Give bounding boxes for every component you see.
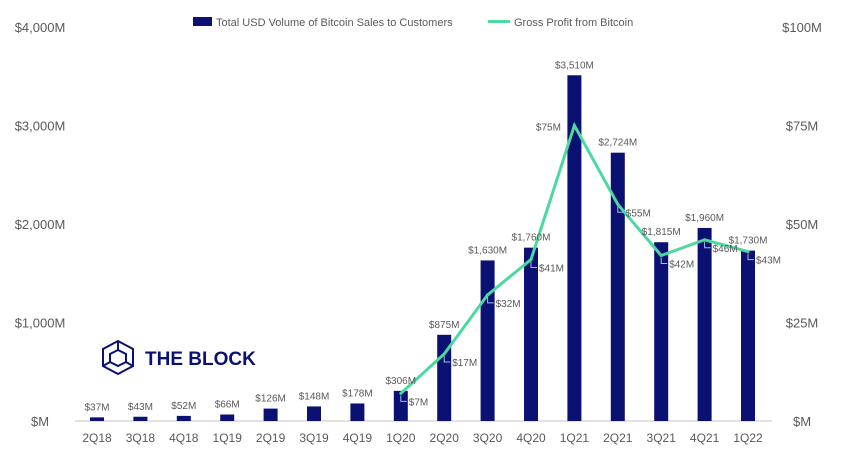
line-data-label: $41M xyxy=(539,263,564,274)
bar-data-label: $1,815M xyxy=(642,227,681,238)
bar xyxy=(176,415,191,421)
bar-data-label: $1,630M xyxy=(468,245,507,256)
x-axis-tick-label: 4Q18 xyxy=(169,431,199,445)
x-axis-tick-label: 2Q21 xyxy=(603,431,633,445)
line-data-label: $55M xyxy=(626,208,651,219)
legend-label: Gross Profit from Bitcoin xyxy=(514,17,633,29)
bar-data-label: $2,724M xyxy=(598,138,637,149)
bar-data-label: $875M xyxy=(429,320,460,331)
line-point xyxy=(486,293,490,297)
bar xyxy=(654,242,669,421)
bar-data-label: $66M xyxy=(215,399,240,410)
line-point xyxy=(659,254,663,258)
right-axis-tick-label: $M xyxy=(793,414,811,429)
legend: Total USD Volume of Bitcoin Sales to Cus… xyxy=(193,17,633,29)
bar xyxy=(697,227,712,421)
line-point xyxy=(529,257,533,261)
axes: $M $1,000M $2,000M $3,000M $4,000M $M $25M $50M… xyxy=(15,20,822,445)
x-axis-tick-label: 2Q18 xyxy=(82,431,112,445)
line-point xyxy=(616,202,620,206)
bar-data-label: $1,960M xyxy=(685,213,724,224)
leader-line xyxy=(704,241,711,249)
bar xyxy=(220,414,235,421)
x-axis-tick-label: 3Q18 xyxy=(126,431,156,445)
bar xyxy=(307,406,321,421)
data-labels: $37M $43M $52M $66M $126M $148M $178M $306M $875… xyxy=(84,60,781,413)
leader-line xyxy=(660,257,668,265)
line-series xyxy=(399,121,750,395)
the-block-logo: THE BLOCK xyxy=(102,339,256,376)
x-axis-tick-label: 2Q19 xyxy=(256,431,286,445)
line-point xyxy=(572,124,576,127)
leader-line xyxy=(400,395,407,402)
line-data-label: $43M xyxy=(756,256,781,267)
left-axis-tick-label: $1,000M xyxy=(15,316,66,331)
left-axis-tick-label: $M xyxy=(31,414,49,429)
leader-line xyxy=(617,206,624,213)
legend-swatch-bar xyxy=(193,17,212,26)
left-axis-tick-label: $3,000M xyxy=(15,119,66,134)
bar-data-label: $1,760M xyxy=(512,233,551,244)
left-axis-tick-label: $2,000M xyxy=(15,217,66,232)
line-data-label: $75M xyxy=(536,123,561,134)
line-point xyxy=(746,250,750,254)
bar xyxy=(393,390,408,421)
bar-data-label: $306M xyxy=(386,376,417,387)
bar-data-label: $178M xyxy=(342,388,373,399)
line-data-label: $46M xyxy=(713,244,738,255)
right-axis-tick-label: $50M xyxy=(786,217,819,232)
leader-line xyxy=(530,261,537,268)
x-axis-tick-label: 2Q20 xyxy=(430,431,460,445)
line-point xyxy=(399,391,403,395)
cube-logo-icon xyxy=(102,339,134,376)
bar-data-label: $43M xyxy=(128,402,153,413)
leader-line xyxy=(443,356,451,363)
x-axis-tick-label: 1Q20 xyxy=(386,431,416,445)
right-axis-tick-label: $75M xyxy=(786,119,819,134)
x-axis-tick-label: 4Q20 xyxy=(516,431,546,445)
bar-data-label: $148M xyxy=(299,391,330,402)
bar-data-label: $37M xyxy=(84,402,109,413)
right-axis-tick-label: $25M xyxy=(786,316,819,331)
x-axis-tick-label: 3Q19 xyxy=(299,431,329,445)
legend-label: Total USD Volume of Bitcoin Sales to Cus… xyxy=(216,17,453,29)
bar-series xyxy=(90,75,755,421)
bar-data-label: $3,510M xyxy=(555,60,594,71)
bar xyxy=(567,75,582,421)
x-axis-tick-label: 4Q21 xyxy=(690,431,720,445)
x-axis-tick-label: 1Q21 xyxy=(560,431,590,445)
bar xyxy=(741,250,755,421)
x-axis-tick-label: 3Q21 xyxy=(647,431,677,445)
bar xyxy=(90,417,104,421)
line-data-label: $17M xyxy=(452,358,477,369)
x-axis-tick-label: 1Q19 xyxy=(213,431,243,445)
x-axis-tick-label: 1Q22 xyxy=(733,431,763,445)
logo-text: THE BLOCK xyxy=(145,349,256,370)
line-point xyxy=(442,352,446,356)
right-axis-tick-label: $100M xyxy=(782,20,822,35)
bar xyxy=(610,152,625,421)
bar-data-label: $1,730M xyxy=(729,236,768,247)
bar-data-label: $126M xyxy=(255,394,286,405)
bar xyxy=(480,260,495,421)
bar xyxy=(524,247,538,421)
leader-line xyxy=(747,253,754,261)
line-data-label: $32M xyxy=(496,299,521,310)
x-axis-tick-label: 3Q20 xyxy=(473,431,503,445)
x-axis-tick-label: 4Q19 xyxy=(343,431,373,445)
left-axis-tick-label: $4,000M xyxy=(15,20,66,35)
bar xyxy=(350,403,365,421)
line-data-label: $42M xyxy=(669,260,694,271)
bar xyxy=(263,408,278,421)
line-point xyxy=(703,238,707,242)
bar-data-label: $52M xyxy=(171,401,196,412)
bar xyxy=(133,416,148,421)
leader-line xyxy=(487,296,494,304)
line-data-label: $7M xyxy=(409,397,428,408)
